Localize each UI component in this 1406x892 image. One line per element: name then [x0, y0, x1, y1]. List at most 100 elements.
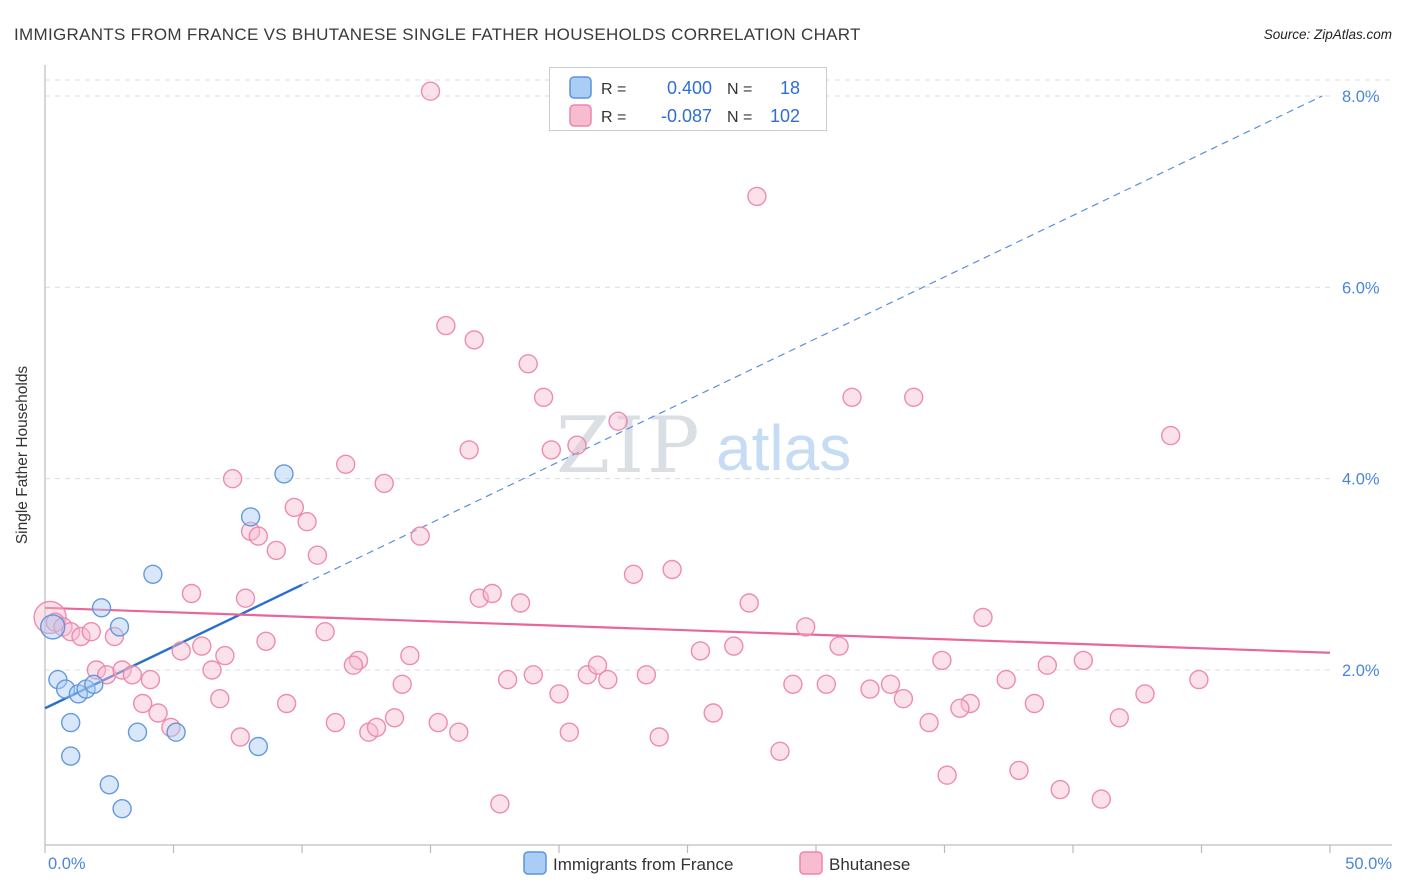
- data-point-france: [99, 775, 120, 795]
- legend-swatch-pink: [569, 104, 592, 127]
- data-point-bhutanese: [374, 473, 394, 494]
- data-point-bhutanese: [222, 469, 243, 489]
- data-point-france: [127, 722, 148, 742]
- data-point-bhutanese: [523, 665, 543, 685]
- legend-box-frame: [549, 67, 827, 131]
- data-point-bhutanese: [973, 607, 993, 628]
- r-label-pink: R =: [601, 109, 626, 126]
- watermark: ZIP atlas: [556, 401, 851, 491]
- data-point-bhutanese: [904, 387, 924, 407]
- x-axis-min-label: 0.0%: [48, 855, 86, 873]
- data-points: [33, 81, 1209, 819]
- data-point-bhutanese: [608, 411, 628, 431]
- data-point-bhutanese: [112, 660, 132, 680]
- data-point-bhutanese: [649, 727, 669, 747]
- data-point-bhutanese: [739, 593, 759, 613]
- gridlines: 2.0% 4.0% 6.0% 8.0%: [45, 88, 1380, 680]
- data-point-bhutanese: [662, 559, 682, 580]
- data-point-bhutanese: [497, 669, 518, 690]
- data-point-bhutanese: [436, 315, 456, 336]
- r-label-blue: R =: [601, 81, 626, 98]
- trend-line-solid: [44, 606, 1331, 654]
- data-point-bhutanese: [297, 512, 317, 532]
- data-point-bhutanese: [703, 703, 723, 723]
- data-point-bhutanese: [86, 660, 107, 680]
- n-value-pink: 102: [770, 106, 800, 126]
- data-point-bhutanese: [541, 440, 561, 460]
- x-axis-max-label: 50.0%: [1345, 855, 1392, 873]
- axis-ticks: [44, 845, 1331, 853]
- data-point-bhutanese: [932, 650, 952, 671]
- data-point-france: [112, 799, 132, 819]
- data-point-bhutanese: [1009, 760, 1029, 781]
- data-point-bhutanese: [366, 717, 387, 738]
- data-point-bhutanese: [860, 679, 880, 699]
- y-tick-label-6.0%: 6.0%: [1342, 279, 1380, 297]
- data-point-bhutanese: [307, 545, 328, 565]
- data-point-bhutanese: [996, 669, 1016, 690]
- data-point-bhutanese: [482, 583, 502, 604]
- data-point-bhutanese: [71, 626, 91, 647]
- data-point-bhutanese: [60, 622, 81, 642]
- n-value-blue: 18: [780, 78, 800, 98]
- series-label-bhutanese: Bhutanese: [829, 855, 910, 874]
- data-point-bhutanese: [81, 622, 102, 642]
- data-point-bhutanese: [533, 387, 554, 407]
- data-point-france: [274, 464, 294, 484]
- data-point-france: [40, 614, 66, 640]
- data-point-bhutanese: [181, 583, 202, 604]
- data-point-bhutanese: [192, 636, 212, 656]
- data-point-bhutanese: [490, 794, 510, 814]
- data-point-bhutanese: [796, 617, 816, 637]
- data-point-bhutanese: [210, 689, 230, 709]
- data-point-bhutanese: [400, 645, 420, 666]
- data-point-bhutanese: [392, 674, 412, 694]
- y-axis-title: Single Father Households: [14, 366, 31, 545]
- data-point-france: [109, 617, 130, 637]
- data-point-france: [240, 507, 261, 527]
- data-point-bhutanese: [598, 669, 618, 690]
- data-point-bhutanese: [33, 600, 67, 635]
- data-point-france: [143, 564, 163, 584]
- data-point-bhutanese: [459, 440, 479, 460]
- data-point-bhutanese: [315, 622, 335, 642]
- data-point-bhutanese: [230, 727, 251, 747]
- data-point-bhutanese: [235, 588, 256, 608]
- data-point-bhutanese: [937, 765, 957, 785]
- data-point-france: [91, 598, 112, 618]
- data-point-bhutanese: [1050, 779, 1070, 800]
- data-point-france: [84, 674, 104, 694]
- data-point-bhutanese: [1109, 708, 1130, 728]
- data-point-bhutanese: [1189, 669, 1209, 690]
- correlation-legend-box: R = 0.400 N = 18 R = -0.087 N = 102: [549, 67, 827, 131]
- data-point-bhutanese: [587, 655, 608, 675]
- series-swatch-france: [523, 851, 547, 875]
- data-point-france: [166, 722, 186, 742]
- r-value-pink: -0.087: [661, 106, 712, 126]
- data-point-bhutanese: [567, 435, 587, 455]
- data-point-bhutanese: [336, 454, 356, 474]
- trend-line-dashed: [301, 95, 1323, 586]
- data-point-bhutanese: [148, 703, 168, 723]
- data-point-bhutanese: [132, 693, 153, 714]
- data-point-bhutanese: [690, 641, 711, 661]
- data-point-bhutanese: [518, 354, 538, 374]
- data-point-bhutanese: [1091, 789, 1112, 809]
- data-point-bhutanese: [893, 689, 914, 709]
- data-point-bhutanese: [1073, 650, 1094, 671]
- data-point-bhutanese: [276, 693, 297, 714]
- data-point-bhutanese: [816, 674, 836, 694]
- series-legend: Immigrants from France Bhutanese: [523, 851, 910, 875]
- data-point-bhutanese: [343, 655, 364, 675]
- data-point-france: [248, 736, 268, 757]
- data-point-bhutanese: [549, 684, 569, 704]
- data-point-bhutanese: [420, 81, 441, 101]
- y-tick-label-8.0%: 8.0%: [1342, 88, 1380, 106]
- data-point-bhutanese: [464, 330, 484, 350]
- data-point-bhutanese: [215, 645, 235, 666]
- data-point-bhutanese: [171, 641, 191, 661]
- data-point-bhutanese: [747, 186, 767, 207]
- series-swatch-bhutanese: [799, 851, 823, 875]
- data-point-bhutanese: [829, 636, 849, 656]
